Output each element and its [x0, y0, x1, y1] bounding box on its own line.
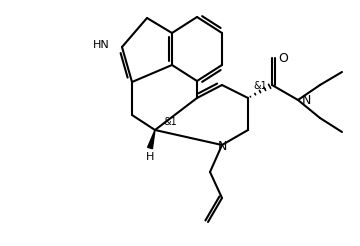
Text: N: N — [302, 93, 311, 107]
Text: &1: &1 — [253, 81, 267, 91]
Polygon shape — [148, 130, 155, 149]
Text: H: H — [146, 152, 154, 162]
Text: HN: HN — [93, 40, 110, 50]
Text: &1: &1 — [163, 117, 177, 127]
Text: O: O — [278, 51, 288, 64]
Text: N: N — [217, 140, 227, 153]
